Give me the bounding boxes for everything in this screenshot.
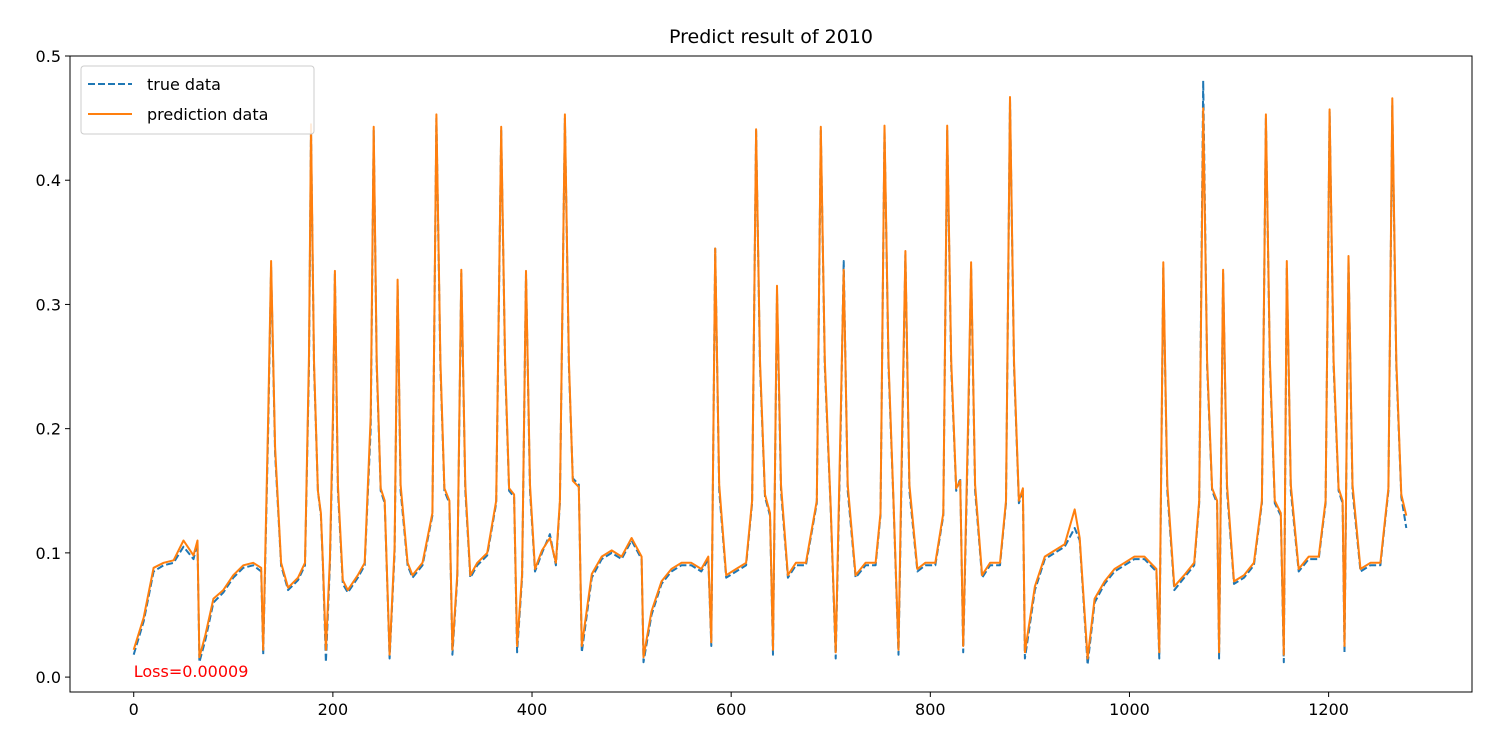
x-tick-label: 1200: [1308, 700, 1349, 719]
series-line-prediction-data: [132, 96, 1408, 660]
legend: true data prediction data: [80, 65, 315, 135]
series-layer: [132, 79, 1408, 666]
y-tick-label: 0.5: [36, 47, 61, 66]
legend-label-true-data: true data: [147, 75, 221, 94]
x-tick-label: 800: [915, 700, 946, 719]
y-tick-label: 0.0: [36, 668, 61, 687]
x-tick-label: 1000: [1109, 700, 1150, 719]
x-tick-label: 0: [129, 700, 139, 719]
y-tick-label: 0.1: [36, 544, 61, 563]
y-tick-label: 0.2: [36, 420, 61, 439]
x-tick-label: 600: [716, 700, 747, 719]
chart-title: Predict result of 2010: [669, 26, 873, 48]
y-tick-label: 0.3: [36, 295, 61, 314]
loss-annotation: Loss=0.00009: [134, 662, 249, 681]
y-tick-label: 0.4: [36, 171, 61, 190]
legend-label-prediction-data: prediction data: [147, 105, 268, 124]
x-tick-label: 200: [318, 700, 349, 719]
x-tick-label: 400: [517, 700, 548, 719]
plot-frame: [69, 55, 1473, 693]
axis-layer: 0 200 400 600 800 1000 1200 0.0 0.1 0.2 0.3 0.4 0.5: [36, 47, 1349, 719]
legend-box: [80, 65, 315, 135]
